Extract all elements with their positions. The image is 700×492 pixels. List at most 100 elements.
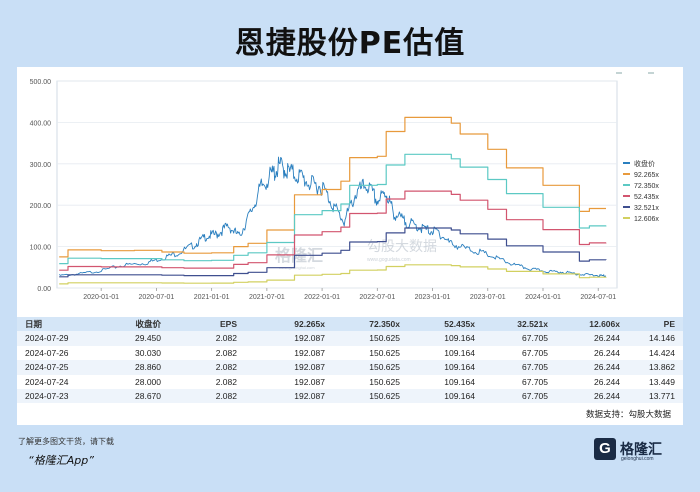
- table-cell: 67.705: [522, 333, 548, 344]
- table-cell: 109.164: [444, 362, 475, 373]
- table-cell: 150.625: [369, 362, 400, 373]
- table-cell: 28.670: [135, 390, 161, 401]
- pe-band-chart: 500.00 400.00 300.00 200.00 100.00 0.00 2020-…: [30, 72, 659, 301]
- pe-data-table: 日期 收盘价 EPS 92.265x 72.350x 52.435x 32.521x 12.6…: [17, 317, 683, 404]
- x-tick-label: 2022-07-01: [359, 294, 395, 301]
- table-cell: 192.087: [294, 347, 325, 358]
- chart-card: 500.00 400.00 300.00 200.00 100.00 0.00 2020-…: [17, 67, 683, 425]
- table-cell: 2024-07-29: [25, 333, 69, 344]
- x-tick-label: 2021-01-01: [194, 294, 230, 301]
- table-cell: 13.771: [649, 390, 675, 401]
- table-row: 2024-07-29 29.450 2.082 192.087 150.625 109.1…: [17, 331, 683, 346]
- table-cell: 2024-07-23: [25, 390, 69, 401]
- x-axis: 2020-01-01 2020-07-01 2021-01-01 2021-07-01…: [83, 288, 616, 301]
- table-cell: 150.625: [369, 390, 400, 401]
- logo-text: 格隆汇: [620, 442, 662, 458]
- table-header-cell: PE: [663, 319, 675, 329]
- legend: 收盘价 92.265x 72.350x 52.435x 32.521x 12.606x: [623, 159, 659, 223]
- table-cell: 67.705: [522, 390, 548, 401]
- table-cell: 150.625: [369, 347, 400, 358]
- table-header-cell: 72.350x: [369, 319, 400, 329]
- table-cell: 2024-07-26: [25, 347, 69, 358]
- table-cell: 109.164: [444, 347, 475, 358]
- watermark-data-sub: www.gogudata.com: [367, 257, 411, 263]
- y-tick-label: 300.00: [30, 162, 52, 169]
- table-cell: 150.625: [369, 333, 400, 344]
- table-cell: 26.244: [594, 376, 620, 387]
- x-tick-label: 2020-07-01: [139, 294, 175, 301]
- table-cell: 14.424: [649, 347, 675, 358]
- y-tick-label: 400.00: [30, 120, 52, 127]
- table-cell: 13.449: [649, 376, 675, 387]
- table-cell: 192.087: [294, 362, 325, 373]
- plot-frame: [56, 80, 618, 289]
- legend-label: 72.350x: [634, 183, 659, 190]
- table-header-cell: 52.435x: [444, 319, 475, 329]
- table-cell: 109.164: [444, 390, 475, 401]
- table-cell: 26.244: [594, 347, 620, 358]
- y-tick-label: 0.00: [37, 286, 51, 293]
- series-line-1: [59, 116, 606, 258]
- table-cell: 2024-07-25: [25, 362, 69, 373]
- table-header-cell: 32.521x: [517, 319, 548, 329]
- y-tick-label: 500.00: [30, 79, 52, 86]
- table-header-cell: 日期: [25, 319, 43, 329]
- watermark-data: 勾股大数据: [367, 239, 437, 255]
- y-tick-label: 100.00: [30, 245, 52, 252]
- watermark-brand-sub: www.gelonghui.com: [279, 265, 315, 270]
- footer-app-name: “格隆汇App”: [28, 454, 94, 467]
- table-cell: 29.450: [135, 333, 161, 344]
- table-cell: 2024-07-24: [25, 376, 69, 387]
- gelonghui-logo: G 格隆汇 gelonghui.com: [594, 438, 690, 464]
- chart-grid: [56, 80, 618, 289]
- table-row: 2024-07-25 28.860 2.082 192.087 150.625 109.1…: [17, 360, 683, 375]
- x-tick-label: 2023-01-01: [415, 294, 451, 301]
- table-cell: 30.030: [135, 347, 161, 358]
- table-header-cell: EPS: [219, 319, 237, 329]
- table-row: 2024-07-24 28.000 2.082 192.087 150.625 109.1…: [17, 375, 683, 389]
- table-cell: 28.000: [135, 376, 161, 387]
- table-header-cell: 收盘价: [135, 319, 161, 329]
- data-source-label: 数据支持：勾股大数据: [585, 409, 671, 419]
- table-cell: 192.087: [294, 333, 325, 344]
- table-cell: 109.164: [444, 333, 475, 344]
- x-tick-label: 2023-07-01: [470, 294, 506, 301]
- table-cell: 26.244: [594, 390, 620, 401]
- series-line-5: [59, 264, 607, 285]
- table-cell: 192.087: [294, 376, 325, 387]
- x-tick-label: 2024-07-01: [580, 294, 616, 301]
- y-tick-label: 200.00: [30, 203, 52, 210]
- footer-note: 了解更多图文干货，请下载: [18, 437, 114, 446]
- legend-label: 12.606x: [634, 216, 659, 223]
- legend-label: 52.435x: [634, 194, 659, 201]
- table-header-cell: 12.606x: [589, 319, 620, 329]
- table-header-row: 日期 收盘价 EPS 92.265x 72.350x 52.435x 32.521x 12.6…: [17, 317, 683, 332]
- table-cell: 67.705: [522, 347, 548, 358]
- x-tick-label: 2020-01-01: [83, 294, 119, 301]
- series-line-2: [59, 153, 607, 265]
- table-body: 2024-07-29 29.450 2.082 192.087 150.625 109.1…: [17, 331, 683, 404]
- table-cell: 192.087: [294, 390, 325, 401]
- table-cell: 109.164: [444, 376, 475, 387]
- x-tick-label: 2022-01-01: [304, 294, 340, 301]
- logo-subtext: gelonghui.com: [621, 456, 654, 462]
- legend-label: 32.521x: [634, 205, 659, 212]
- table-cell: 150.625: [369, 376, 400, 387]
- table-cell: 2.082: [215, 333, 237, 344]
- table-cell: 28.860: [135, 362, 161, 373]
- table-cell: 26.244: [594, 333, 620, 344]
- series-line-4: [59, 227, 607, 278]
- table-cell: 2.082: [215, 390, 237, 401]
- y-axis: 500.00 400.00 300.00 200.00 100.00 0.00: [30, 79, 52, 293]
- table-row: 2024-07-26 30.030 2.082 192.087 150.625 109.1…: [17, 346, 683, 360]
- page-title: 恩捷股份PE估值: [234, 26, 466, 61]
- table-header-cell: 92.265x: [294, 319, 325, 329]
- table-row: 2024-07-23 28.670 2.082 192.087 150.625 109.1…: [17, 388, 683, 404]
- table-cell: 2.082: [215, 362, 237, 373]
- table-cell: 26.244: [594, 362, 620, 373]
- logo-mark-icon: G: [594, 438, 616, 460]
- table-cell: 67.705: [522, 376, 548, 387]
- series-line-0: [58, 156, 607, 278]
- legend-label: 92.265x: [634, 172, 659, 179]
- table-cell: 13.862: [649, 362, 675, 373]
